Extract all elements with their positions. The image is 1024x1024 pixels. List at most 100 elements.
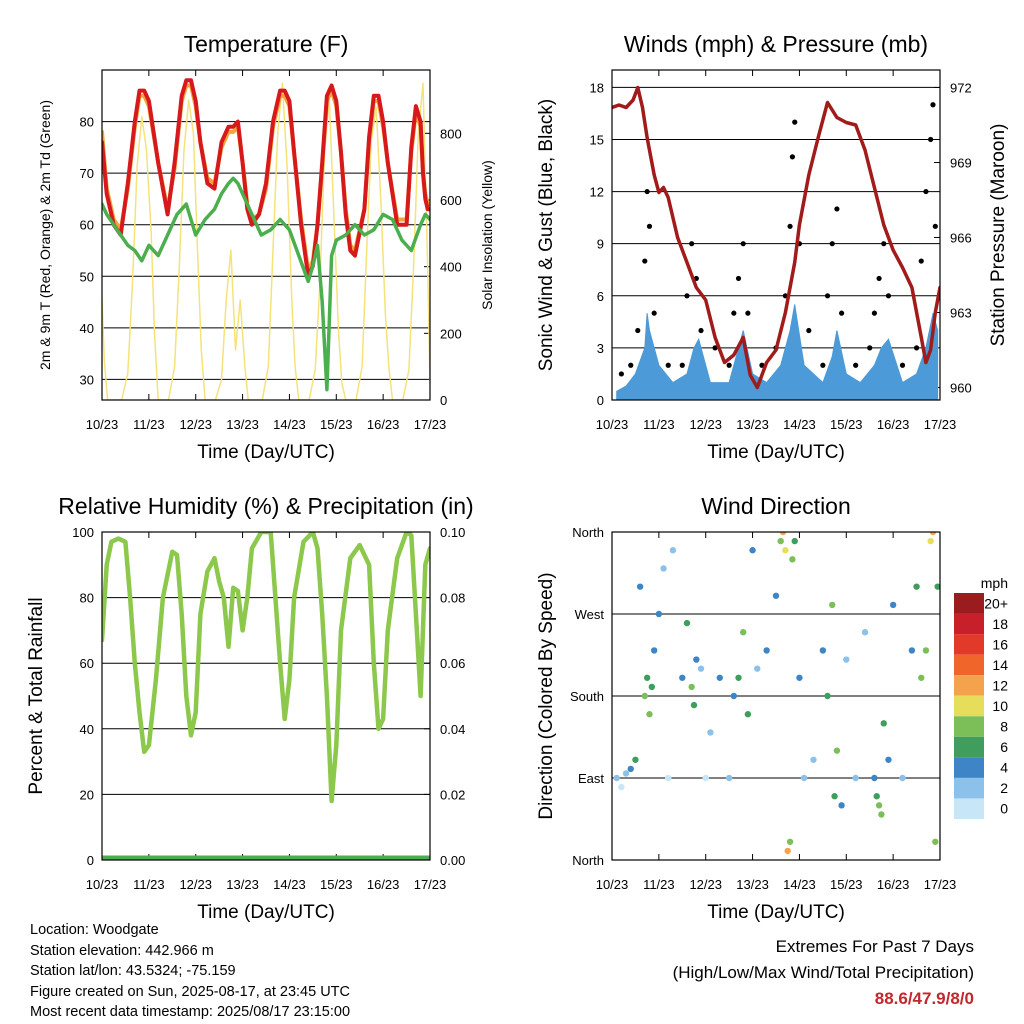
- direction-point: [831, 793, 838, 800]
- elevation-text: Station elevation: 442.966 m: [30, 942, 214, 959]
- created-text: Figure created on Sun, 2025-08-17, at 23…: [30, 983, 350, 1000]
- x-tick-label: 13/23: [226, 417, 259, 432]
- gust-point: [628, 362, 634, 368]
- x-tick-label: 10/23: [86, 417, 119, 432]
- y2-tick-label: 0: [440, 393, 447, 408]
- direction-point: [679, 674, 686, 681]
- y-axis-label-humidity: Percent & Total Rainfall: [26, 597, 47, 794]
- gust-point: [853, 362, 859, 368]
- x-tick-label: 12/23: [179, 877, 212, 892]
- y-tick-label: West: [575, 607, 605, 622]
- direction-point: [636, 583, 644, 590]
- direction-point: [833, 747, 841, 754]
- station-info: Location: Woodgate Station elevation: 44…: [30, 920, 350, 1023]
- colorbar-tick-label: 14: [992, 657, 1008, 673]
- gust-point: [881, 241, 887, 247]
- gust-point: [932, 223, 938, 229]
- direction-point: [655, 610, 663, 618]
- gust-point: [867, 345, 873, 351]
- direction-point: [824, 692, 831, 700]
- x-tick-label: 11/23: [643, 417, 675, 432]
- colorbar-swatch: [954, 654, 984, 676]
- y-tick-label: South: [570, 689, 604, 704]
- direction-point: [749, 547, 756, 554]
- y-tick-label: 60: [80, 218, 94, 233]
- x-axis-label-winds: Time (Day/UTC): [707, 442, 845, 463]
- gust-point: [726, 362, 732, 368]
- y-tick-label: 18: [590, 80, 604, 95]
- gust-point: [745, 310, 751, 316]
- y2-tick-label: 0.04: [440, 722, 465, 737]
- direction-point: [786, 838, 794, 845]
- colorbar-swatch: [954, 613, 984, 635]
- latlon-text: Station lat/lon: 43.5324; -75.159: [30, 963, 236, 979]
- y2-tick-label: 0.00: [440, 853, 465, 868]
- location-text: Location: Woodgate: [30, 922, 159, 938]
- gust-point: [646, 223, 653, 229]
- y2-tick-label: 963: [950, 306, 972, 321]
- colorbar-tick-label: 6: [1000, 739, 1008, 755]
- plot-frame-direction: [611, 531, 941, 861]
- colorbar-swatch: [954, 695, 984, 717]
- direction-point: [690, 701, 698, 709]
- x-tick-label: 10/23: [86, 877, 119, 892]
- extremes-subtitle: (High/Low/Max Wind/Total Precipitation): [672, 963, 974, 982]
- colorbar-tick-label: 2: [1000, 780, 1008, 796]
- direction-point: [735, 674, 742, 681]
- direction-point: [843, 656, 850, 663]
- x-tick-label: 16/23: [877, 877, 910, 892]
- gust-point: [829, 241, 835, 247]
- x-tick-label: 17/23: [414, 877, 447, 892]
- y-tick-label: 70: [80, 166, 94, 181]
- gust-point: [651, 310, 657, 316]
- chart-direction: [611, 531, 941, 861]
- plot-area-direction: [613, 532, 940, 855]
- dewpoint-series: [102, 176, 430, 392]
- direction-point: [702, 774, 709, 782]
- x-tick-label: 14/23: [783, 417, 816, 432]
- plot-frame-winds: [611, 69, 941, 401]
- colorbar-label: mph: [981, 575, 1008, 591]
- temp2m-series: [102, 78, 430, 279]
- direction-point: [838, 802, 845, 809]
- y2-tick-label: 200: [440, 326, 462, 341]
- y2-tick-label: 800: [440, 126, 462, 141]
- gust-point: [806, 327, 812, 334]
- direction-point: [779, 532, 787, 536]
- plot-area-temperature: [102, 78, 430, 400]
- direction-point: [789, 556, 796, 563]
- gust-point: [689, 241, 695, 247]
- colorbar-tick-label: 4: [1000, 760, 1008, 776]
- direction-point: [754, 665, 761, 672]
- gust-point: [792, 119, 798, 125]
- x-tick-label: 13/23: [736, 417, 769, 432]
- chart-winds: [611, 69, 941, 401]
- colorbar-tick-label: 20+: [984, 595, 1008, 611]
- colorbar-tick-label: 18: [992, 616, 1008, 632]
- y2-tick-label: 0.08: [440, 591, 465, 606]
- colorbar-tick-label: 16: [992, 636, 1008, 652]
- direction-point: [763, 647, 770, 654]
- y-axis-label-winds: Sonic Wind & Gust (Blue, Black): [536, 99, 557, 371]
- y2-tick-label: 0.02: [440, 787, 465, 802]
- direction-point: [929, 532, 937, 536]
- plot-area-winds: [612, 85, 940, 400]
- colorbar-swatch: [954, 634, 984, 655]
- direction-point: [908, 647, 916, 654]
- y-tick-label: 30: [80, 372, 94, 387]
- y-tick-label: 15: [590, 132, 604, 147]
- direction-point: [688, 683, 695, 691]
- x-tick-label: 16/23: [367, 417, 400, 432]
- y2-tick-label: 969: [950, 156, 972, 171]
- colorbar-swatch: [954, 736, 984, 758]
- y2-tick-label: 972: [950, 81, 972, 96]
- direction-point: [772, 592, 780, 599]
- gust-point: [787, 223, 793, 229]
- x-tick-label: 15/23: [320, 877, 353, 892]
- gust-point: [679, 362, 685, 368]
- y-tick-label: 6: [597, 289, 604, 304]
- x-tick-label: 17/23: [924, 417, 957, 432]
- solar-series: [102, 82, 430, 400]
- gust-point: [876, 275, 882, 282]
- direction-point: [697, 665, 705, 672]
